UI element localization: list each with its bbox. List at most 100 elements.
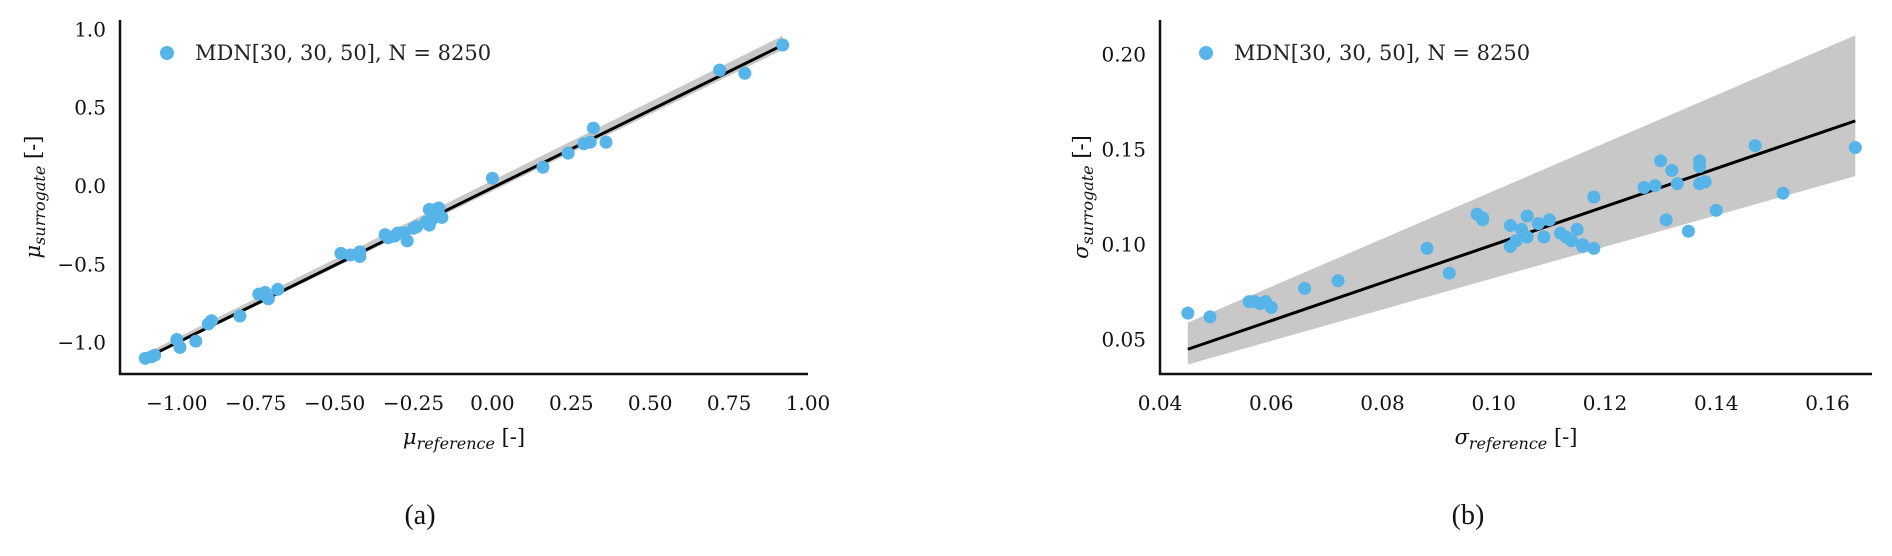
x-tick-label: 0.16 xyxy=(1805,391,1850,415)
x-tick-label: 0.25 xyxy=(549,391,594,415)
data-point xyxy=(1503,219,1517,233)
data-point xyxy=(1520,230,1534,244)
data-point xyxy=(776,38,790,52)
data-point xyxy=(400,234,414,248)
data-point xyxy=(1542,213,1556,227)
x-tick-label: 0.00 xyxy=(470,391,515,415)
data-point xyxy=(1537,230,1551,244)
x-axis-label: μreference [-] xyxy=(403,425,525,453)
data-point xyxy=(1420,241,1434,255)
legend-label: MDN[30, 30, 50], N = 8250 xyxy=(195,41,491,65)
x-tick-label: 0.06 xyxy=(1249,391,1294,415)
data-point xyxy=(713,63,727,77)
y-axis-label: σsurrogate [-] xyxy=(1069,135,1097,259)
data-point xyxy=(1576,239,1590,253)
data-point xyxy=(1531,217,1545,231)
y-tick-label: 0.10 xyxy=(1101,233,1146,257)
x-tick-label: 0.08 xyxy=(1360,391,1405,415)
data-point xyxy=(1587,241,1601,255)
data-point xyxy=(1670,177,1684,191)
panel-caption: (b) xyxy=(1452,500,1485,531)
data-point xyxy=(189,334,203,348)
data-point xyxy=(1570,222,1584,236)
legend-marker xyxy=(1199,46,1213,60)
data-point xyxy=(148,348,162,362)
data-point xyxy=(1298,281,1312,295)
y-axis-label-subscript: surrogate xyxy=(30,166,49,245)
x-tick-label: −0.50 xyxy=(304,391,365,415)
x-tick-label: 0.10 xyxy=(1471,391,1516,415)
data-point xyxy=(435,210,449,224)
data-point xyxy=(1698,175,1712,189)
x-tick-label: 0.12 xyxy=(1583,391,1628,415)
panel-b: 0.04 0.06 0.08 0.10 0.12 0.14 0.16 0.05 0.10 0.15… xyxy=(1069,20,1872,531)
confidence-band xyxy=(1187,35,1856,365)
x-axis-label-subscript: reference xyxy=(417,434,495,453)
data-point xyxy=(1848,141,1862,155)
data-point xyxy=(1203,310,1217,324)
data-point xyxy=(1654,154,1668,168)
panel-a: −1.00 −0.75 −0.50 −0.25 0.00 0.25 0.50 0.75 1.00… xyxy=(21,17,830,531)
data-point xyxy=(261,292,275,306)
x-axis-label-symbol: μ xyxy=(403,425,417,449)
y-tick-label: 0.0 xyxy=(74,174,106,198)
y-axis-label-symbol: σ xyxy=(1069,244,1093,259)
data-point xyxy=(599,135,613,149)
y-tick-label: 0.05 xyxy=(1101,328,1146,352)
x-tick-label: 0.14 xyxy=(1694,391,1739,415)
data-point xyxy=(233,309,247,323)
y-tick-label: 1.0 xyxy=(74,17,106,41)
x-tick-label: −0.75 xyxy=(225,391,286,415)
data-point xyxy=(738,66,752,80)
data-point xyxy=(583,135,597,149)
x-axis-label-subscript: reference xyxy=(1469,434,1547,453)
y-tick-label: −0.5 xyxy=(57,252,106,276)
x-axis-label-unit: [-] xyxy=(1547,425,1577,449)
data-point xyxy=(1476,213,1490,227)
legend-label: MDN[30, 30, 50], N = 8250 xyxy=(1234,41,1530,65)
data-point xyxy=(536,160,550,174)
y-axis-label-symbol: μ xyxy=(21,245,45,259)
data-point xyxy=(1665,163,1679,177)
panel-caption: (a) xyxy=(404,500,435,531)
data-point xyxy=(1648,179,1662,193)
x-tick-label: 0.50 xyxy=(628,391,673,415)
data-point xyxy=(561,146,575,160)
y-tick-label: 0.20 xyxy=(1101,42,1146,66)
data-point xyxy=(1442,266,1456,280)
data-point xyxy=(353,250,367,264)
x-axis-label: σreference [-] xyxy=(1455,425,1578,453)
data-point xyxy=(1520,209,1534,223)
data-point xyxy=(1587,190,1601,204)
data-point xyxy=(1659,213,1673,227)
data-point xyxy=(1331,274,1345,288)
data-point xyxy=(1509,234,1523,248)
y-axis-label: μsurrogate [-] xyxy=(21,136,49,259)
data-point xyxy=(173,340,187,354)
y-axis-label-subscript: surrogate xyxy=(1078,165,1097,244)
data-point xyxy=(1748,139,1762,153)
x-tick-label: −0.25 xyxy=(383,391,444,415)
y-axis-label-unit: [-] xyxy=(21,136,45,166)
data-point xyxy=(1681,224,1695,238)
x-axis-label-symbol: σ xyxy=(1455,425,1470,449)
y-tick-label: 0.15 xyxy=(1101,137,1146,161)
data-point xyxy=(1264,300,1278,314)
y-tick-label: −1.0 xyxy=(57,331,106,355)
data-point xyxy=(1693,160,1707,174)
data-point xyxy=(1181,306,1195,320)
y-tick-label: 0.5 xyxy=(74,96,106,120)
x-tick-label: −1.00 xyxy=(146,391,207,415)
data-point xyxy=(1776,186,1790,200)
data-point xyxy=(586,121,600,135)
data-point xyxy=(1637,180,1651,194)
data-point xyxy=(1709,203,1723,217)
y-axis-label-unit: [-] xyxy=(1069,135,1093,165)
x-tick-label: 1.00 xyxy=(786,391,831,415)
x-tick-label: 0.75 xyxy=(707,391,752,415)
data-point xyxy=(205,314,219,328)
x-tick-label: 0.04 xyxy=(1138,391,1183,415)
data-point xyxy=(485,171,499,185)
legend-marker xyxy=(160,46,174,60)
